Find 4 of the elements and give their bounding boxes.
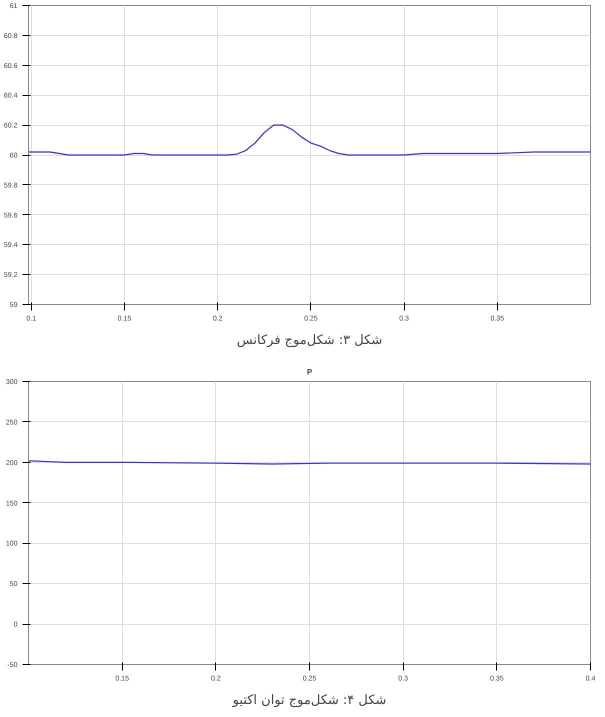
text: شکل ۳: شکل‌موج فرکانس [236, 333, 382, 348]
chart-title: P [306, 368, 313, 376]
text: شکل ۴: شکل‌موج توان اکتیو [232, 693, 386, 708]
line-series [28, 124, 590, 156]
